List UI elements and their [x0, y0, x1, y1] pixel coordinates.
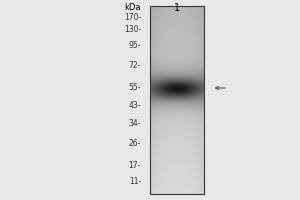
Text: kDa: kDa	[124, 3, 141, 12]
Text: 17-: 17-	[129, 161, 141, 170]
Text: 26-: 26-	[129, 139, 141, 148]
Text: 34-: 34-	[128, 119, 141, 128]
Bar	[150, 6, 204, 194]
Text: 11-: 11-	[129, 177, 141, 186]
Text: 95-: 95-	[128, 41, 141, 50]
Text: 55-: 55-	[128, 83, 141, 92]
Text: 170-: 170-	[124, 13, 141, 22]
Text: 72-: 72-	[129, 61, 141, 70]
Text: 1: 1	[174, 3, 180, 13]
Text: 43-: 43-	[128, 101, 141, 110]
Text: 130-: 130-	[124, 25, 141, 34]
